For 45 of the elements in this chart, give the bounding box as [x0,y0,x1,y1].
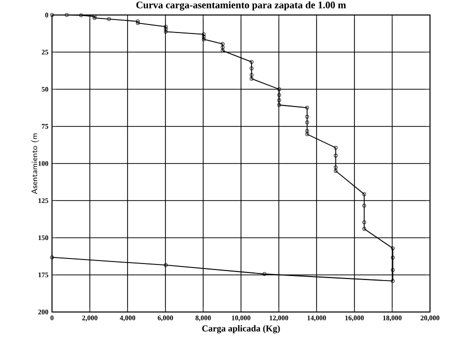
point [136,20,140,24]
point [202,34,206,39]
x-axis-title: Carga aplicada (Kg) [202,325,280,334]
point [277,103,282,107]
point [220,42,225,46]
point [305,114,310,119]
point [250,60,254,64]
point [164,263,168,267]
point [79,13,83,18]
point [277,98,282,102]
point [64,13,69,17]
point [305,120,310,124]
point [277,87,282,92]
point [362,226,366,231]
point [390,279,395,283]
point [92,16,96,20]
y-axis-title: Asentamiento (m [31,133,40,194]
point [250,76,254,81]
point [220,48,225,52]
point [390,246,395,250]
point [362,204,366,208]
point [164,24,168,29]
point [334,146,338,150]
point [334,154,338,158]
point [164,30,168,34]
point [334,169,338,173]
point [390,268,395,272]
point [277,93,282,97]
chart-title: Curva carga-asentamiento para zapata de 1.00 m [136,1,346,10]
point [362,220,366,224]
point [250,73,254,77]
point [305,132,310,136]
point [250,66,254,70]
point [305,106,310,110]
point [390,256,395,260]
point [262,272,266,276]
point [202,38,206,42]
point [334,166,338,170]
point [164,27,168,31]
point [136,21,140,25]
point [362,192,366,196]
point [220,46,225,50]
point [107,17,111,21]
point [202,32,206,36]
point [305,129,310,133]
